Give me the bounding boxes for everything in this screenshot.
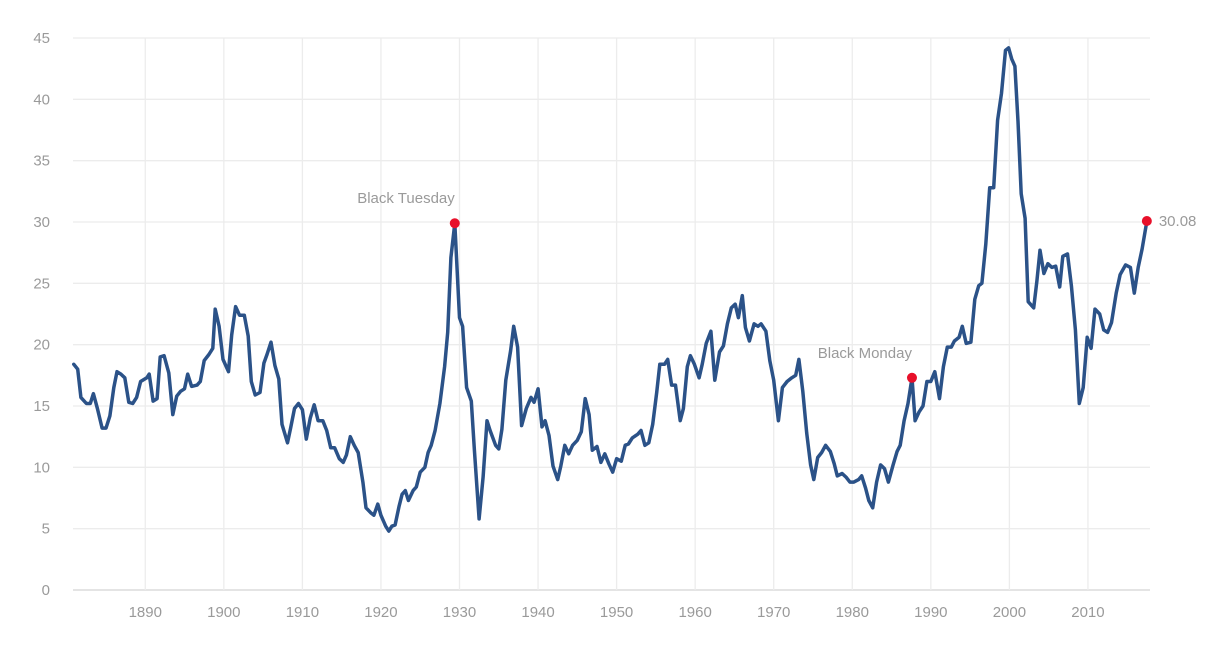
annotation-label: Black Monday [818,345,913,362]
x-tick-label: 1970 [757,604,790,621]
x-tick-label: 1900 [207,604,240,621]
y-axis-tick-labels: 0 5 10 15 20 25 30 35 40 45 [33,30,50,599]
x-tick-label: 1990 [914,604,947,621]
x-tick-label: 2010 [1071,604,1104,621]
y-tick-label: 45 [33,30,50,47]
x-tick-label: 2000 [993,604,1026,621]
y-tick-label: 0 [42,582,50,599]
annotation-marker [449,218,460,229]
y-tick-label: 30 [33,214,50,231]
x-tick-label: 1890 [129,604,162,621]
x-axis-tick-labels: 1890 1900 1910 1920 1930 1940 1950 1960 1970 1980… [129,604,1105,621]
annotations: Black Tuesday Black Monday 30.08 [357,190,1196,383]
annotation-marker [906,372,917,383]
annotation-label: 30.08 [1159,213,1197,230]
x-tick-label: 1920 [364,604,397,621]
x-tick-label: 1910 [286,604,319,621]
y-tick-label: 5 [42,521,50,538]
x-tick-label: 1940 [521,604,554,621]
y-tick-label: 10 [33,459,50,476]
series-line-cape [72,46,1149,533]
y-tick-label: 20 [33,337,50,354]
y-tick-label: 35 [33,153,50,170]
series-lines [72,46,1149,533]
gridlines [73,37,1150,591]
x-tick-label: 1980 [836,604,869,621]
y-tick-label: 25 [33,275,50,292]
x-tick-label: 1930 [443,604,476,621]
annotation-marker [1141,216,1152,227]
x-tick-label: 1950 [600,604,633,621]
x-tick-label: 1960 [678,604,711,621]
annotation-label: Black Tuesday [357,190,455,207]
y-tick-label: 15 [33,398,50,415]
y-tick-label: 40 [33,91,50,108]
